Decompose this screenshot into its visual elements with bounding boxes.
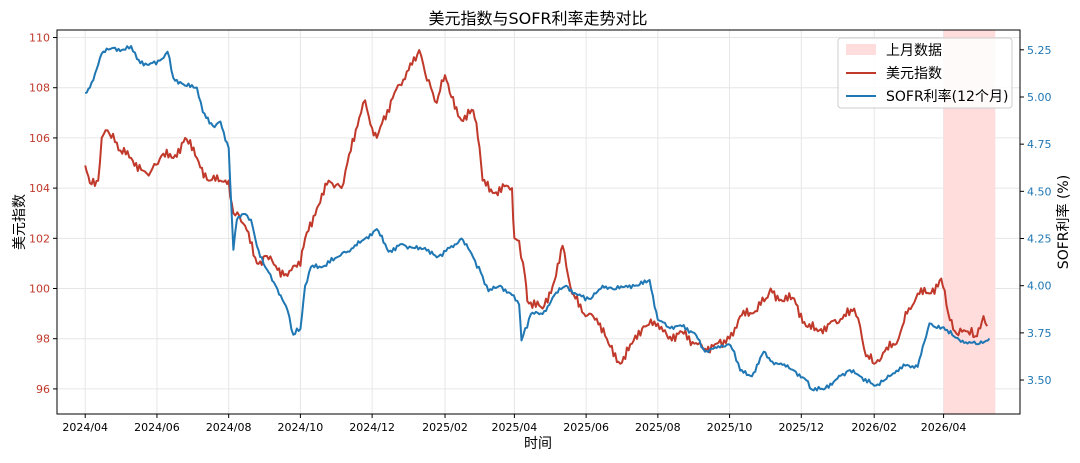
legend-series-2-label: SOFR利率(12个月) — [886, 88, 1008, 105]
series-lines — [84, 45, 991, 392]
x-tick-label: 2025/02 — [422, 421, 468, 434]
right-axis-title: SOFR利率 (%) — [1055, 175, 1072, 269]
right-tick-label: 5.00 — [1027, 91, 1052, 104]
x-axis-title: 时间 — [524, 436, 552, 452]
left-tick-label: 110 — [29, 32, 50, 45]
x-tick-label: 2025/08 — [635, 421, 681, 434]
legend-box — [837, 37, 1013, 109]
legend-series-1-label: 美元指数 — [886, 66, 942, 82]
x-tick-label: 2024/04 — [62, 421, 108, 434]
x-tick-label: 2025/04 — [492, 421, 538, 434]
left-tick-label: 98 — [36, 333, 50, 346]
left-y-axis: 96 98 100 102 104 106 108 110 — [29, 32, 57, 396]
x-tick-label: 2024/12 — [349, 421, 395, 434]
x-tick-label: 2026/02 — [851, 421, 897, 434]
left-tick-label: 104 — [29, 182, 50, 195]
x-tick-label: 2024/10 — [278, 421, 324, 434]
legend: 上月数据 美元指数 SOFR利率(12个月) — [837, 37, 1013, 109]
left-tick-label: 106 — [29, 132, 50, 145]
right-tick-label: 5.25 — [1027, 44, 1052, 57]
x-tick-label: 2026/04 — [921, 421, 967, 434]
right-tick-label: 3.75 — [1027, 327, 1052, 340]
chart-title: 美元指数与SOFR利率走势对比 — [428, 9, 647, 28]
series-line-2 — [84, 45, 991, 392]
plot-frame — [56, 29, 1021, 415]
left-tick-label: 100 — [29, 283, 50, 296]
x-tick-label: 2025/10 — [707, 421, 753, 434]
legend-highlight-label: 上月数据 — [886, 43, 942, 59]
x-tick-label: 2024/08 — [206, 421, 252, 434]
series-line-1 — [84, 49, 988, 365]
right-tick-label: 4.75 — [1027, 138, 1052, 151]
right-y-axis: 3.50 3.75 4.00 4.25 4.50 4.75 5.00 5.25 — [1020, 44, 1052, 387]
x-axis: 2024/04 2024/06 2024/08 2024/10 2024/12 2025/… — [62, 414, 966, 434]
x-tick-label: 2025/12 — [778, 421, 824, 434]
legend-highlight-swatch — [846, 44, 876, 55]
right-tick-label: 4.50 — [1027, 185, 1052, 198]
right-tick-label: 3.50 — [1027, 374, 1052, 387]
left-tick-label: 102 — [29, 232, 50, 245]
x-tick-label: 2024/06 — [134, 421, 180, 434]
right-tick-label: 4.25 — [1027, 233, 1052, 246]
right-tick-label: 4.00 — [1027, 280, 1052, 293]
left-tick-label: 96 — [36, 383, 50, 396]
left-tick-label: 108 — [29, 82, 50, 95]
left-axis-title: 美元指数 — [12, 194, 28, 250]
x-tick-label: 2025/06 — [563, 421, 609, 434]
